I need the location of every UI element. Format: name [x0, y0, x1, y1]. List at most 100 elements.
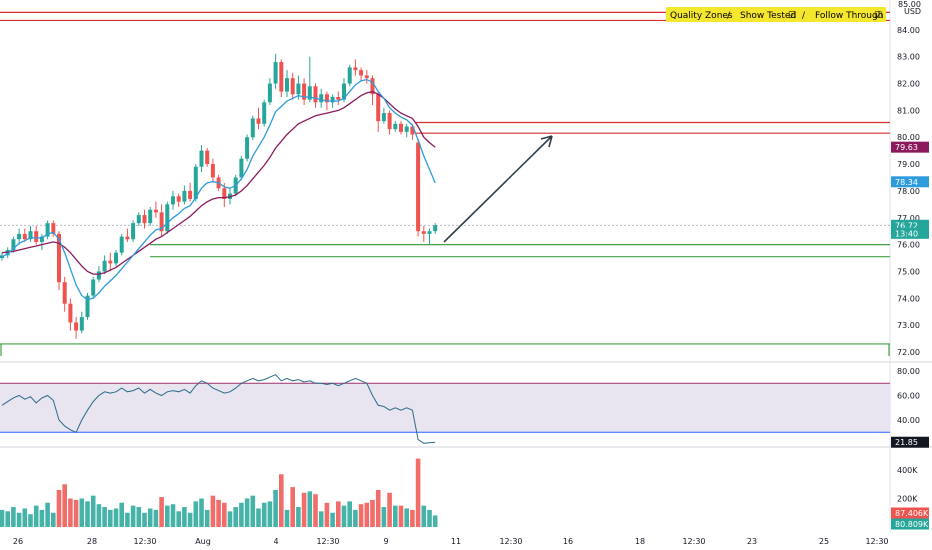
projection-arrow[interactable]: [443, 135, 553, 243]
volume-bar: [187, 512, 193, 527]
legend-quality-zones[interactable]: Quality Zones: [670, 11, 733, 21]
volume-bar: [296, 507, 301, 527]
checkbox-icon[interactable]: ☑: [874, 11, 882, 21]
candle-body: [153, 209, 158, 213]
candle-body: [188, 190, 193, 199]
volume-bar: [45, 502, 50, 527]
candle-body: [148, 209, 153, 224]
legend-show-tested[interactable]: Show Tested: [740, 11, 796, 21]
volume-axis[interactable]: 400K 200K: [897, 466, 918, 504]
candle-body: [68, 303, 73, 323]
indicator-legend[interactable]: Quality Zones / Show Tested ☑ / Follow T…: [666, 7, 886, 22]
time-axis-label: 12:30: [133, 537, 156, 546]
price-axis-label: 81.00: [897, 106, 920, 115]
volume-bar: [393, 505, 398, 527]
candle-body: [302, 83, 307, 100]
rsi-band: [0, 383, 890, 433]
volume-bar: [341, 505, 347, 527]
volume-bar: [0, 509, 5, 527]
time-axis-label: 18: [635, 537, 645, 546]
volume-bar: [16, 512, 22, 527]
candle-body: [376, 94, 381, 122]
price-tag-text: 13:40: [895, 229, 918, 238]
time-axis-label: 12:30: [316, 537, 339, 546]
rsi-tag-text: 21.85: [895, 438, 918, 447]
candle-body: [176, 196, 181, 202]
candle-body: [421, 231, 426, 234]
legend-separator: /: [727, 11, 731, 21]
candle-body: [159, 212, 164, 232]
candle-body: [136, 215, 141, 224]
candle-body: [199, 150, 204, 167]
price-axis-label: 73.00: [897, 321, 920, 330]
candle-body: [39, 236, 44, 242]
candle-body: [114, 252, 118, 264]
volume-bar: [90, 495, 96, 527]
volume-bar: [330, 512, 335, 527]
candle-body: [131, 223, 136, 240]
candle-body: [102, 260, 107, 272]
price-levels: [0, 11, 890, 356]
time-axis-label: 25: [819, 537, 829, 546]
volume-bar: [370, 499, 375, 527]
volume-bar: [421, 505, 427, 527]
time-axis-label: 9: [383, 537, 388, 546]
candle-body: [51, 223, 56, 234]
candle-body: [433, 225, 438, 232]
candle-body: [353, 67, 358, 71]
volume-bar: [102, 507, 107, 527]
volume-bar: [387, 492, 392, 527]
volume-bar: [165, 505, 170, 527]
rsi-axis-label: 80.00: [897, 367, 920, 376]
time-axis[interactable]: 26 28 12:30 Aug 4 12:30 9 11 12:30 16 18 12:30 23 25 1…: [13, 537, 889, 546]
candle-body: [210, 164, 215, 178]
volume-bar: [256, 508, 261, 527]
volume-bar: [290, 487, 295, 527]
candle-body: [416, 142, 421, 232]
volume-bar: [204, 509, 210, 527]
volume-bar: [79, 498, 85, 527]
volume-bar: [193, 501, 199, 527]
price-axis-label: 82.00: [897, 80, 920, 89]
candle-body: [57, 233, 61, 283]
price-axis-unit: USD: [904, 7, 921, 16]
price-tag: [891, 176, 929, 188]
volume-tag-text: 80.809K: [895, 520, 929, 529]
candle-body: [74, 322, 79, 331]
volume-bar: [415, 458, 421, 527]
volume-bar: [353, 509, 358, 527]
price-tag-text: 76.72: [895, 221, 918, 230]
candle-body: [313, 86, 318, 103]
price-axis-label: 77.00: [897, 214, 920, 223]
volume-bar: [273, 489, 278, 527]
volume-bar: [239, 502, 244, 527]
volume-bar: [210, 495, 216, 527]
volume-tag: [891, 507, 929, 519]
volume-bar: [113, 508, 119, 527]
candle-body: [290, 78, 295, 95]
ma-slow-line: [1, 90, 436, 275]
price-tag-text: 79.63: [895, 143, 918, 152]
volume-bar: [404, 508, 409, 527]
candle-body: [296, 83, 301, 95]
volume-bar: [170, 504, 176, 527]
price-axis-label: 74.00: [897, 294, 920, 303]
candle-body: [28, 231, 33, 240]
candle-body: [273, 62, 278, 84]
volume-bar: [324, 502, 330, 527]
volume-axis-label: 400K: [897, 466, 918, 475]
candle-body: [45, 223, 50, 237]
candle-body: [381, 113, 386, 122]
volume-bar: [142, 512, 147, 527]
candle-body: [91, 279, 96, 296]
candle-body: [370, 78, 375, 95]
volume-bar: [159, 497, 164, 527]
volume-bar: [318, 511, 324, 527]
volume-axis-label: 200K: [897, 495, 918, 504]
legend-follow-through[interactable]: Follow Through: [815, 11, 883, 21]
candle-body: [285, 78, 289, 92]
checkbox-icon[interactable]: ☑: [788, 11, 796, 21]
rsi-axis[interactable]: 80.00 60.00 40.00: [897, 367, 920, 425]
